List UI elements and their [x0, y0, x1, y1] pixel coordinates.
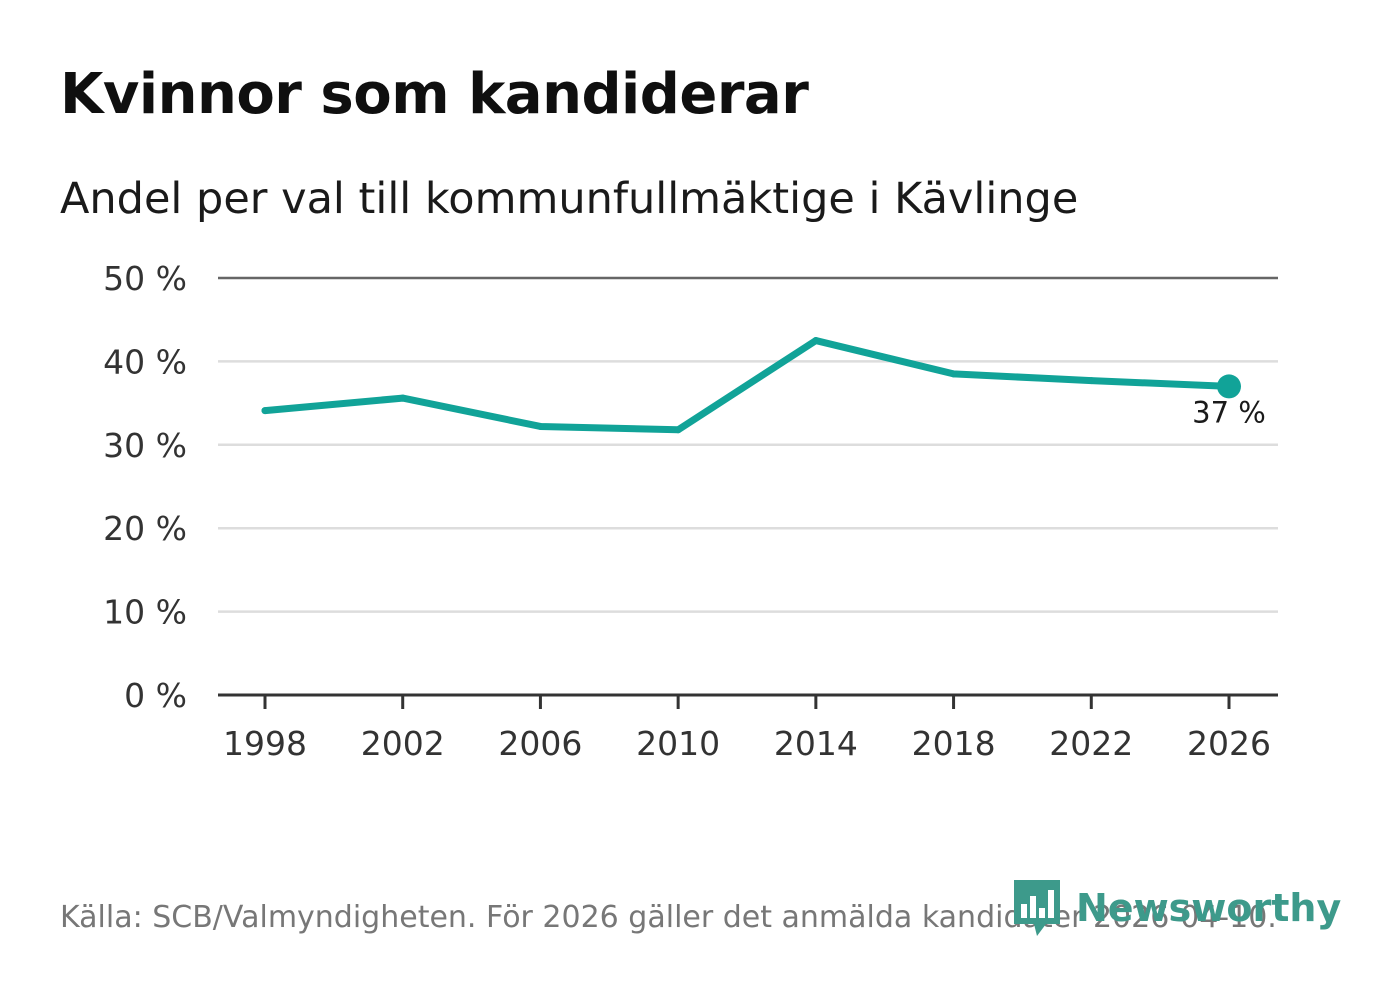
data-point	[950, 370, 958, 378]
chart-subtitle: Andel per val till kommunfullmäktige i K…	[60, 174, 1079, 224]
y-tick-label: 0 %	[124, 676, 187, 715]
data-point	[399, 394, 407, 402]
data-point	[1087, 377, 1095, 385]
gridlines	[218, 276, 1278, 613]
data-point	[536, 422, 544, 430]
source-note: Källa: SCB/Valmyndigheten. För 2026 gäll…	[60, 900, 1277, 935]
y-tick-label: 20 %	[103, 509, 187, 548]
y-tick-label: 40 %	[103, 342, 187, 381]
x-tick-label: 2018	[912, 724, 996, 763]
x-tick-label: 2026	[1187, 724, 1271, 763]
series-line	[261, 337, 1233, 434]
end-value-label: 37 %	[1192, 395, 1266, 429]
data-point	[261, 407, 269, 415]
x-tick-label: 2022	[1049, 724, 1133, 763]
y-tick-label: 30 %	[103, 426, 187, 465]
x-tick-label: 1998	[223, 724, 307, 763]
brand-logo: Newsworthy	[1012, 878, 1341, 938]
brand-name: Newsworthy	[1076, 886, 1342, 930]
series-layer	[261, 337, 1241, 434]
data-point	[674, 426, 682, 434]
x-axis-ticks: 1998 2002 2006 2010 2014 2018 2022 2026	[223, 724, 1271, 763]
data-point	[812, 337, 820, 345]
chart-title: Kvinnor som kandiderar	[60, 62, 809, 127]
end-point-marker	[1217, 374, 1241, 399]
newsworthy-logo-icon	[1014, 880, 1060, 936]
x-tick-label: 2002	[361, 724, 445, 763]
x-tick-label: 2010	[636, 724, 720, 763]
x-tick-label: 2014	[774, 724, 858, 763]
y-tick-label: 50 %	[103, 259, 187, 298]
axes	[218, 693, 1278, 709]
x-tick-label: 2006	[498, 724, 582, 763]
y-tick-label: 10 %	[103, 593, 187, 632]
y-axis-ticks: 0 % 10 % 20 % 30 % 40 % 50 %	[103, 259, 187, 715]
